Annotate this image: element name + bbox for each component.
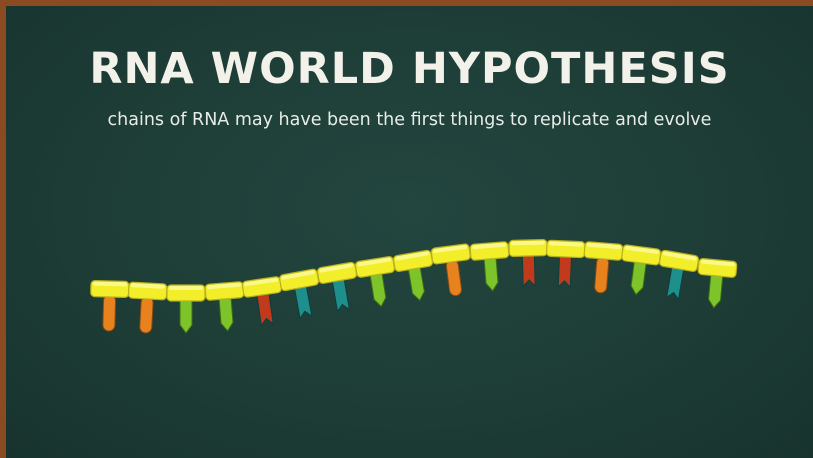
nucleotide	[695, 258, 737, 309]
base-green	[630, 260, 646, 295]
base-green	[708, 273, 723, 308]
base-orange	[103, 295, 116, 331]
nucleotide	[545, 240, 585, 287]
nucleotide	[127, 282, 168, 334]
base-flag	[667, 266, 684, 300]
nucleotide	[509, 240, 548, 287]
base-flag	[257, 292, 273, 325]
nucleotide	[242, 276, 286, 327]
segment-highlight	[169, 286, 203, 290]
base-green	[408, 266, 426, 302]
rna-chain	[6, 6, 813, 458]
base-green	[370, 272, 387, 307]
page: RNA WORLD HYPOTHESIS chains of RNA may h…	[0, 0, 813, 458]
nucleotide	[355, 256, 400, 309]
base-green	[484, 256, 499, 291]
base-orange	[446, 259, 463, 296]
base-flag	[558, 255, 571, 287]
chalkboard: RNA WORLD HYPOTHESIS chains of RNA may h…	[6, 6, 813, 458]
nucleotide	[470, 242, 512, 293]
base-green	[219, 296, 234, 331]
base-flag	[294, 285, 312, 319]
nucleotide	[90, 281, 129, 332]
base-green	[180, 299, 192, 333]
nucleotide	[617, 245, 661, 298]
nucleotide	[654, 250, 699, 302]
base-orange	[594, 256, 609, 293]
nucleotide	[317, 262, 362, 314]
base-orange	[139, 297, 153, 334]
nucleotide	[167, 285, 205, 333]
nucleotide	[431, 244, 475, 299]
base-flag	[332, 278, 349, 312]
base-flag	[522, 254, 535, 286]
nucleotide	[205, 282, 247, 333]
nucleotide	[581, 242, 623, 295]
